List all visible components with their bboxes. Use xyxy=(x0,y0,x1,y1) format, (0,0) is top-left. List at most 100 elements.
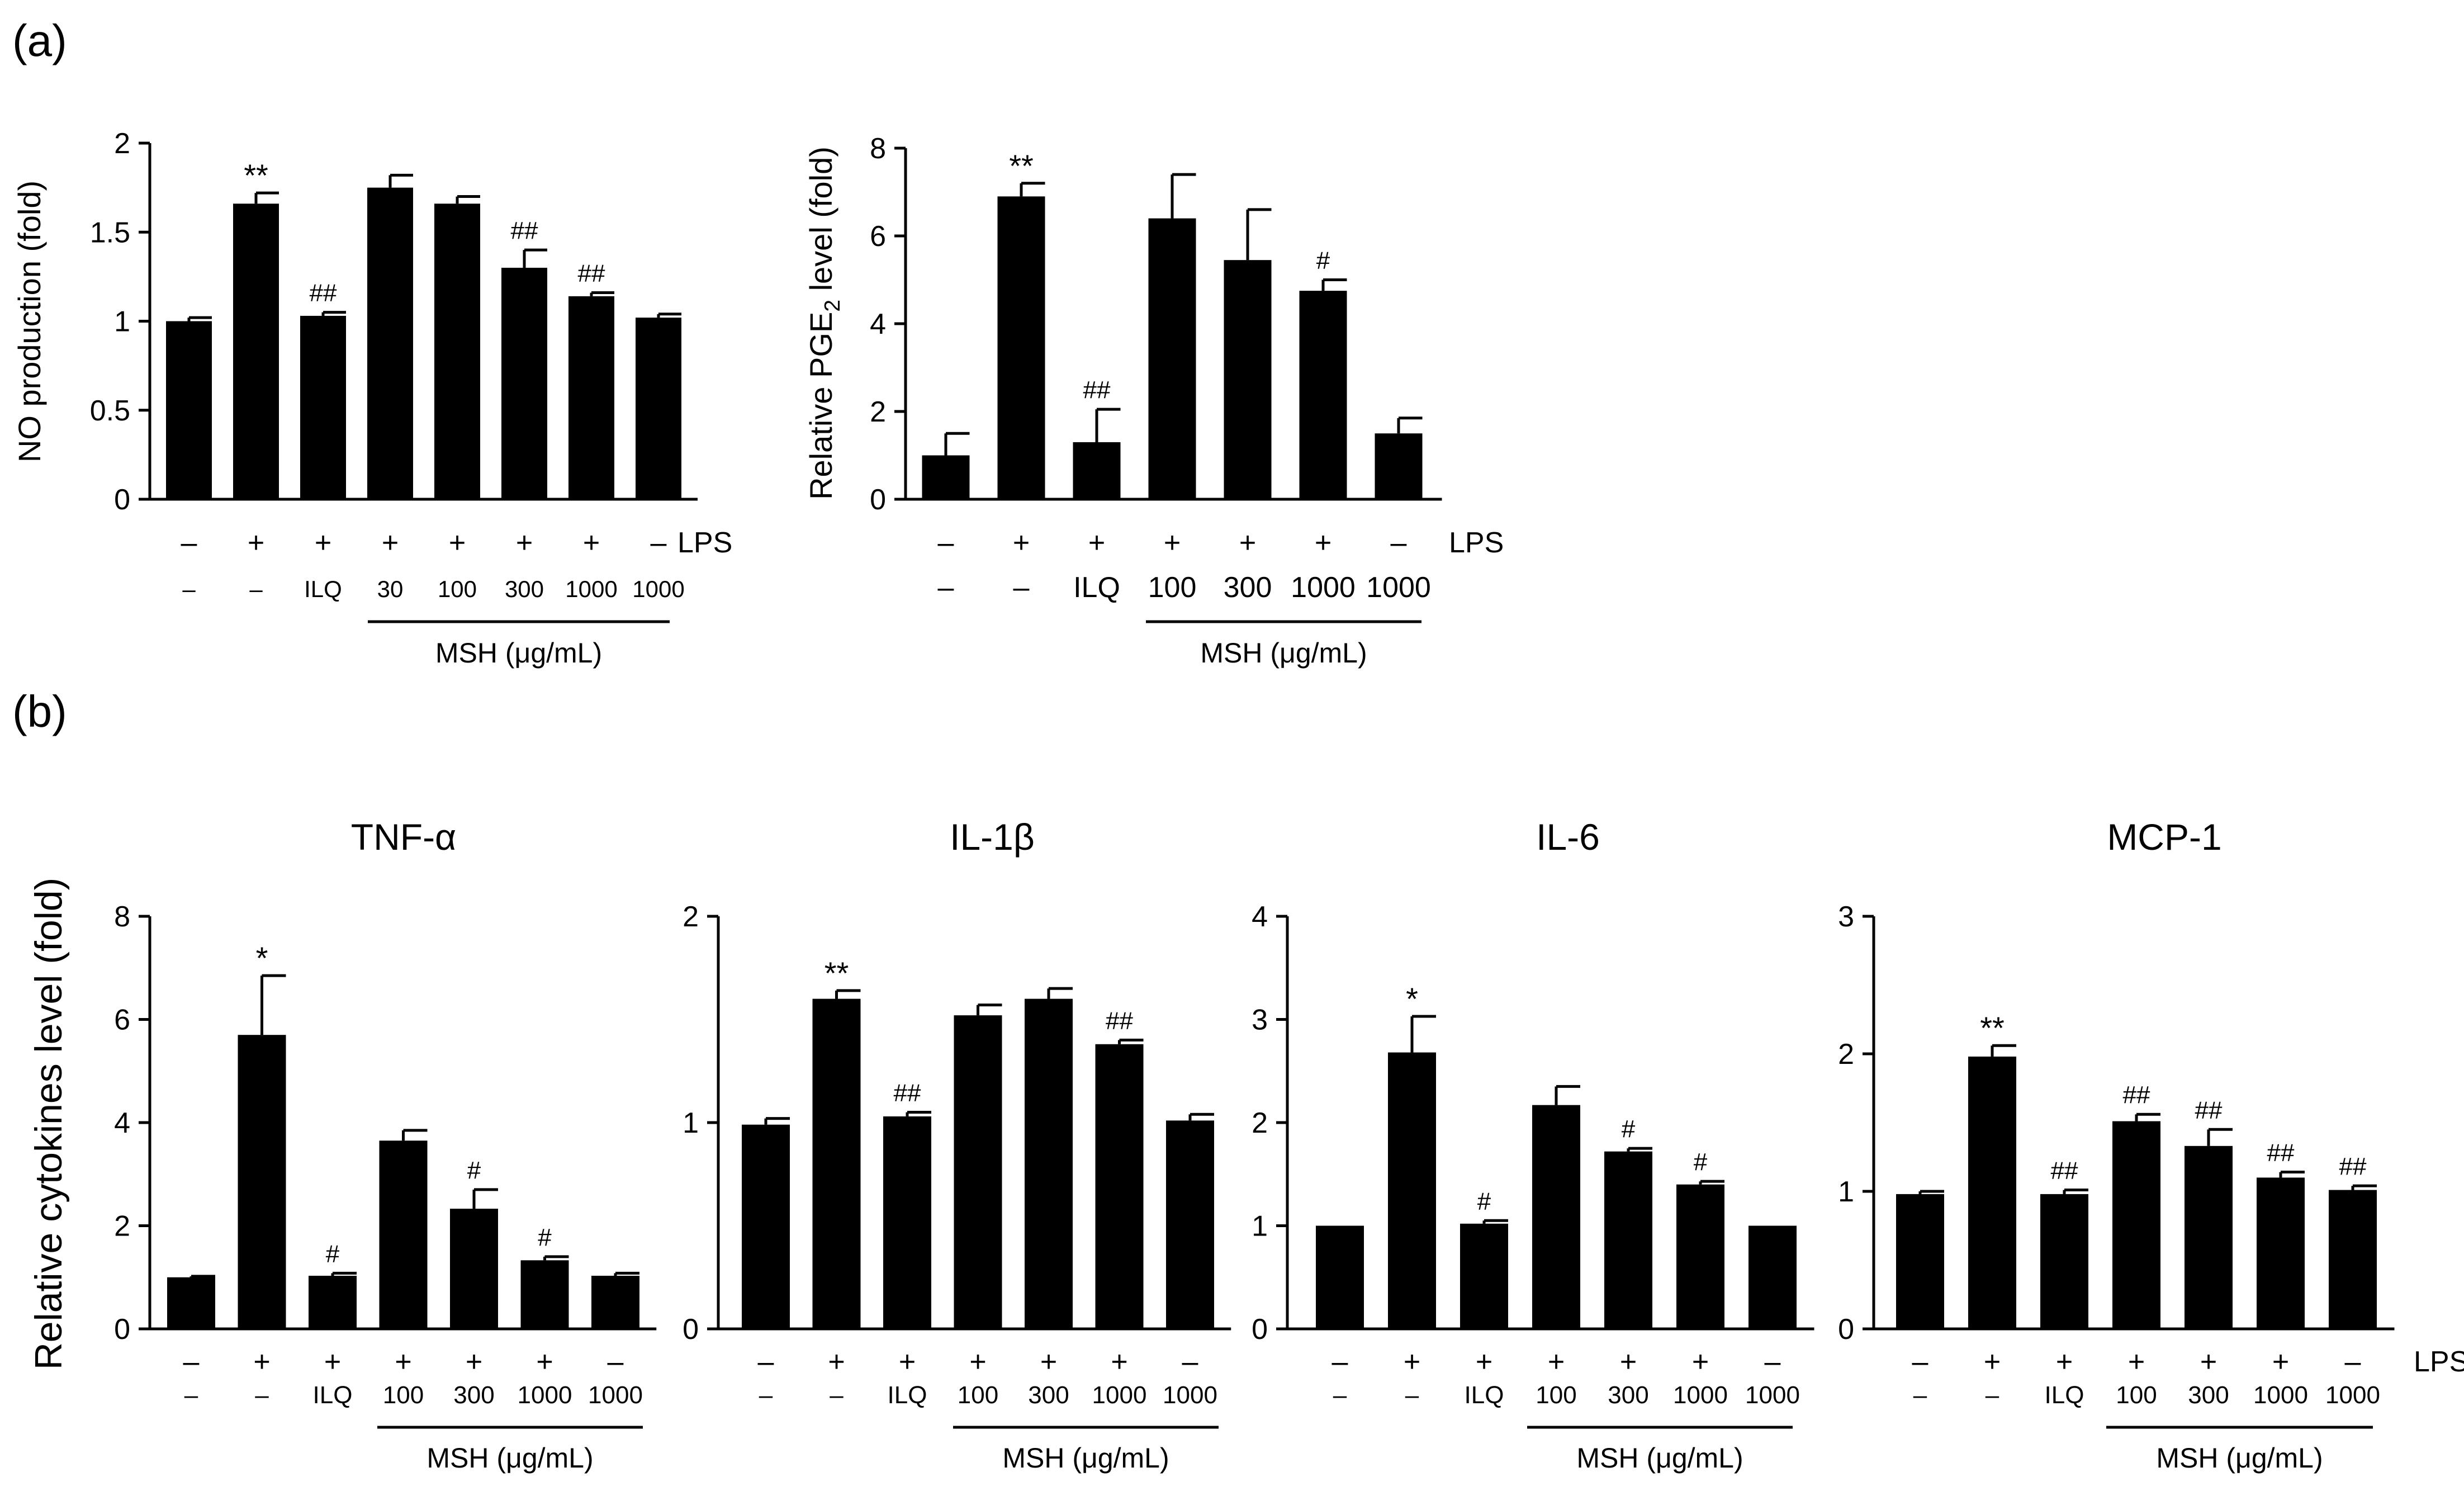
tnf-y-tick-label: 0 xyxy=(114,1313,130,1346)
il1b-bar xyxy=(1166,1120,1214,1329)
tnf-lps-sign: – xyxy=(608,1346,624,1378)
no-bar xyxy=(166,321,212,499)
no-bar xyxy=(501,267,547,499)
il6-title: IL-6 xyxy=(1536,816,1600,858)
pge2-lps-sign: + xyxy=(1239,527,1256,559)
pge2-lps-sign: + xyxy=(1013,527,1030,559)
il1b-lps-sign: + xyxy=(1111,1346,1127,1378)
il6-y-tick-label: 0 xyxy=(1252,1313,1268,1346)
mcp1-significance-label: ## xyxy=(2051,1157,2078,1185)
tnf-significance-label: # xyxy=(467,1157,481,1184)
no-treatment-label: – xyxy=(249,576,263,602)
tnf-bar xyxy=(309,1275,357,1329)
il6-msh-label: MSH (μg/mL) xyxy=(1576,1442,1743,1474)
no-significance-label: ## xyxy=(578,260,605,287)
mcp1-treatment-label: – xyxy=(1913,1381,1927,1409)
pge2-significance-label: ** xyxy=(1009,148,1034,183)
no-y-tick-label: 1 xyxy=(114,306,130,338)
il1b-y-tick-label: 2 xyxy=(683,901,699,933)
pge2-lps-sign: – xyxy=(1391,527,1407,559)
il1b-lps-sign: – xyxy=(1182,1346,1198,1378)
tnf-bar xyxy=(520,1260,569,1329)
mcp1-treatment-label: 1000 xyxy=(2325,1381,2380,1409)
no-treatment-label: – xyxy=(182,576,196,602)
no-treatment-label: 1000 xyxy=(565,576,617,602)
mcp1-significance-label: ** xyxy=(1980,1010,2005,1045)
il1b-bar xyxy=(742,1124,790,1329)
mcp1-lps-sign: – xyxy=(2345,1346,2361,1378)
mcp1-lps-label: LPS xyxy=(2414,1346,2464,1378)
pge2-bar xyxy=(1224,260,1272,499)
pge2-y-tick-label: 6 xyxy=(870,220,886,253)
mcp1-bar xyxy=(2329,1190,2377,1329)
tnf-treatment-label: ILQ xyxy=(313,1381,353,1409)
no-lps-sign: – xyxy=(181,527,197,559)
no-lps-label: LPS xyxy=(677,527,732,559)
il6-treatment-label: 100 xyxy=(1536,1381,1576,1409)
pge2-msh-label: MSH (μg/mL) xyxy=(1200,637,1367,669)
no-bar xyxy=(636,318,681,499)
mcp1-lps-sign: + xyxy=(2128,1346,2145,1378)
il6-y-tick-label: 3 xyxy=(1252,1004,1268,1036)
il6-bar xyxy=(1749,1225,1797,1329)
no-bar xyxy=(300,315,346,499)
il1b-significance-label: ** xyxy=(825,955,849,991)
tnf-significance-label: * xyxy=(256,940,268,976)
mcp1-significance-label: ## xyxy=(2339,1153,2367,1180)
tnf-bar xyxy=(167,1277,215,1329)
pge2-treatment-label: – xyxy=(1013,571,1030,604)
il6-bar xyxy=(1676,1184,1724,1329)
pge2-treatment-label: 100 xyxy=(1148,571,1197,604)
pge2-bar xyxy=(1299,291,1347,499)
mcp1-treatment-label: ILQ xyxy=(2045,1381,2084,1409)
mcp1-title: MCP-1 xyxy=(2107,816,2221,858)
mcp1-lps-sign: + xyxy=(2200,1346,2217,1378)
il6-treatment-label: 1000 xyxy=(1673,1381,1728,1409)
il6-treatment-label: 300 xyxy=(1608,1381,1648,1409)
il1b-lps-sign: + xyxy=(1040,1346,1057,1378)
il6-lps-sign: + xyxy=(1620,1346,1637,1378)
tnf-treatment-label: – xyxy=(255,1381,269,1409)
tnf-y-tick-label: 4 xyxy=(114,1107,130,1139)
il1b-title: IL-1β xyxy=(950,816,1035,858)
no-lps-sign: + xyxy=(382,527,399,559)
mcp1-significance-label: ## xyxy=(2267,1139,2295,1167)
no-bar xyxy=(434,203,480,499)
il6-treatment-label: – xyxy=(1333,1381,1347,1409)
il6-treatment-label: ILQ xyxy=(1465,1381,1504,1409)
il6-significance-label: # xyxy=(1622,1115,1636,1143)
pge2-treatment-label: – xyxy=(938,571,954,604)
tnf-treatment-label: 100 xyxy=(383,1381,424,1409)
mcp1-bar xyxy=(2040,1194,2088,1329)
il1b-bar xyxy=(1095,1044,1144,1329)
tnf-treatment-label: – xyxy=(184,1381,198,1409)
tnf-lps-sign: + xyxy=(253,1346,270,1378)
no-treatment-label: 30 xyxy=(377,576,404,602)
tnf-bar xyxy=(238,1035,286,1329)
tnf-significance-label: # xyxy=(538,1224,552,1251)
mcp1-y-tick-label: 2 xyxy=(1838,1038,1854,1071)
mcp1-bar xyxy=(2185,1146,2233,1329)
il1b-treatment-label: – xyxy=(830,1381,844,1409)
il6-y-tick-label: 2 xyxy=(1252,1107,1268,1139)
tnf-y-axis-label: Relative cytokines level (fold) xyxy=(27,878,70,1370)
no-lps-sign: + xyxy=(315,527,331,559)
pge2-y-tick-label: 0 xyxy=(870,484,886,516)
no-lps-sign: + xyxy=(248,527,264,559)
no-treatment-label: 1000 xyxy=(632,576,684,602)
mcp1-treatment-label: 300 xyxy=(2188,1381,2229,1409)
il1b-treatment-label: 1000 xyxy=(1163,1381,1217,1409)
il6-lps-sign: – xyxy=(1332,1346,1348,1378)
il1b-treatment-label: 1000 xyxy=(1092,1381,1147,1409)
tnf-lps-sign: + xyxy=(395,1346,411,1378)
pge2-bar xyxy=(1375,433,1423,499)
il6-lps-sign: + xyxy=(1548,1346,1565,1378)
tnf-title: TNF-α xyxy=(351,816,456,858)
mcp1-lps-sign: + xyxy=(2272,1346,2289,1378)
il1b-significance-label: ## xyxy=(894,1080,921,1107)
no-y-tick-label: 1.5 xyxy=(90,216,130,249)
il6-lps-sign: + xyxy=(1476,1346,1492,1378)
il1b-treatment-label: – xyxy=(759,1381,773,1409)
pge2-y-axis-label: Relative PGE2 level (fold) xyxy=(803,146,845,500)
